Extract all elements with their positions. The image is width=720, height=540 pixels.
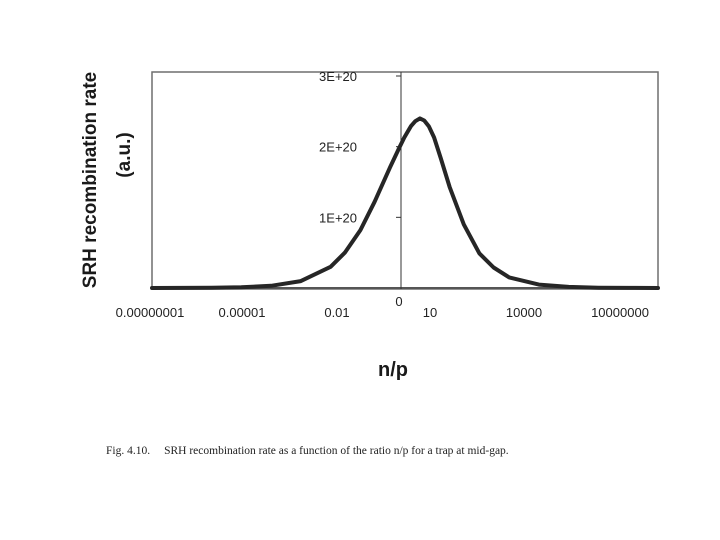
y-tick-label: 2E+20 xyxy=(319,140,357,155)
y-axis-label-line1: SRH recombination rate xyxy=(80,72,101,288)
x-tick-label: 10000000 xyxy=(591,305,649,320)
x-tick-label: 0.00000001 xyxy=(116,305,185,320)
srh-rate-curve xyxy=(150,116,660,290)
y-axis-label-line2: (a.u.) xyxy=(114,132,135,177)
y-tick-label: 1E+20 xyxy=(319,210,357,225)
plot-frame xyxy=(151,71,659,290)
x-tick-label: 0 xyxy=(395,294,402,309)
x-tick-label: 0.01 xyxy=(324,305,349,320)
y-tick-label: 3E+20 xyxy=(319,69,357,84)
figure-caption-label: Fig. 4.10. xyxy=(106,445,151,457)
figure-caption: Fig. 4.10. SRH recombination rate as a fu… xyxy=(106,445,686,457)
x-tick-label: 0.00001 xyxy=(219,305,266,320)
x-axis-label: n/p xyxy=(378,359,408,381)
figure-caption-text: SRH recombination rate as a function of … xyxy=(164,445,509,457)
x-tick-label: 10000 xyxy=(506,305,542,320)
x-tick-label: 10 xyxy=(423,305,437,320)
